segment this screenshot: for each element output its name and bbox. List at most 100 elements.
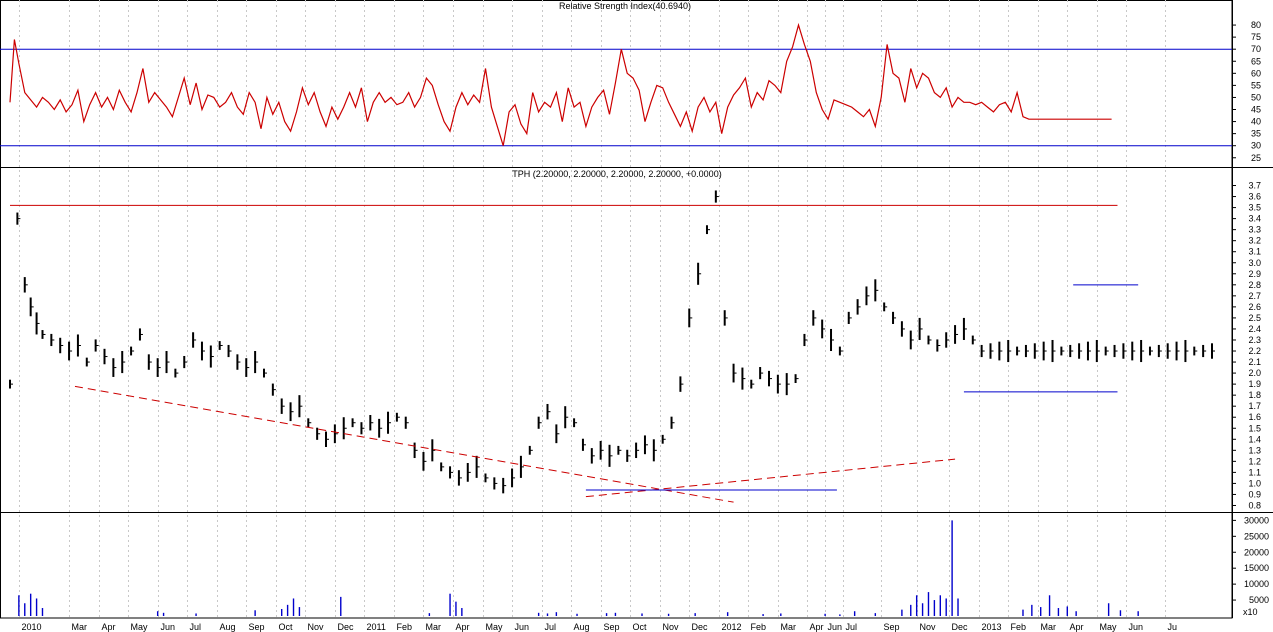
- month-tick-label: Dec: [692, 622, 709, 632]
- rsi-tick-label: 40: [1251, 117, 1261, 127]
- month-tick-label: Apr: [810, 622, 824, 632]
- month-tick-label: Feb: [751, 622, 767, 632]
- rsi-tick-label: 55: [1251, 80, 1261, 90]
- price-tick-label: 2.7: [1248, 291, 1261, 301]
- month-tick-label: 2011: [367, 622, 386, 632]
- rsi-panel: 25 30 35 40 45 50 55 60 65 70 75 80: [0, 20, 1261, 163]
- month-tick-label: Sep: [604, 622, 620, 632]
- volume-tick-label: 30000: [1244, 515, 1269, 525]
- rsi-tick-label: 30: [1251, 141, 1261, 151]
- month-tick-label: Apr: [102, 622, 116, 632]
- price-tick-label: 2.4: [1248, 324, 1261, 334]
- month-tick-label: Feb: [397, 622, 413, 632]
- price-tick-label: 2.3: [1248, 335, 1261, 345]
- time-axis: 2010 Mar Apr May Jun Jul Aug Sep Oct Nov Dec 2011 Fe…: [22, 622, 1178, 632]
- month-tick-label: Nov: [663, 622, 680, 632]
- price-tick-label: 3.0: [1248, 258, 1261, 268]
- rsi-tick-label: 50: [1251, 92, 1261, 102]
- price-tick-label: 2.8: [1248, 280, 1261, 290]
- price-tick-label: 3.3: [1248, 225, 1261, 235]
- month-tick-label: Apr: [1070, 622, 1084, 632]
- price-tick-label: 2.6: [1248, 302, 1261, 312]
- month-tick-label: Sep: [884, 622, 900, 632]
- rsi-tick-label: 25: [1251, 153, 1261, 163]
- price-tick-label: 3.4: [1248, 214, 1261, 224]
- month-tick-label: Apr: [456, 622, 470, 632]
- month-tick-label: Dec: [338, 622, 355, 632]
- month-tick-label: Mar: [426, 622, 442, 632]
- rsi-tick-label: 70: [1251, 44, 1261, 54]
- month-tick-label: Jul: [190, 622, 202, 632]
- month-tick-label: Mar: [72, 622, 88, 632]
- price-tick-label: 3.1: [1248, 247, 1261, 257]
- month-tick-label: Jun: [161, 622, 176, 632]
- month-tick-label: 2010: [22, 622, 42, 632]
- rsi-tick-label: 45: [1251, 105, 1261, 115]
- month-tick-label: Dec: [952, 622, 969, 632]
- volume-panel: 5000 10000 15000 20000 25000 30000: [18, 515, 1269, 616]
- trendline-line: [74, 385, 734, 503]
- price-panel: 0.80.91.01.11.21.31.41.51.61.71.81.92.02…: [9, 181, 1261, 510]
- rsi-tick-label: 75: [1251, 32, 1261, 42]
- price-tick-label: 2.5: [1248, 313, 1261, 323]
- price-tick-label: 1.1: [1248, 467, 1261, 477]
- trendline-line: [585, 458, 956, 498]
- price-tick-label: 1.8: [1248, 390, 1261, 400]
- price-tick-label: 1.6: [1248, 412, 1261, 422]
- month-tick-label: Jun: [515, 622, 530, 632]
- volume-tick-label: 20000: [1244, 547, 1269, 557]
- month-tick-label: 2012: [722, 622, 742, 632]
- month-tick-label: Jul: [846, 622, 858, 632]
- month-tick-label: Jun: [1129, 622, 1144, 632]
- price-tick-label: 2.9: [1248, 269, 1261, 279]
- price-tick-label: 1.7: [1248, 401, 1261, 411]
- price-tick-label: 2.0: [1248, 368, 1261, 378]
- price-tick-label: 0.8: [1248, 500, 1261, 510]
- month-tick-label: Jul: [545, 622, 557, 632]
- price-tick-label: 1.5: [1248, 423, 1261, 433]
- volume-tick-label: 5000: [1249, 595, 1269, 605]
- month-tick-label: Mar: [781, 622, 797, 632]
- month-tick-label: May: [131, 622, 149, 632]
- price-tick-label: 2.1: [1248, 357, 1261, 367]
- volume-tick-label: 15000: [1244, 563, 1269, 573]
- month-tick-label: Oct: [279, 622, 294, 632]
- price-title: TPH (2.20000, 2.20000, 2.20000, 2.20000,…: [512, 169, 721, 179]
- month-tick-label: Jun: [828, 622, 843, 632]
- month-tick-label: May: [486, 622, 504, 632]
- price-tick-label: 3.7: [1248, 181, 1261, 191]
- price-tick-label: 1.4: [1248, 434, 1261, 444]
- price-tick-label: 0.9: [1248, 489, 1261, 499]
- price-tick-label: 3.5: [1248, 203, 1261, 213]
- price-tick-label: 3.6: [1248, 192, 1261, 202]
- rsi-tick-label: 80: [1251, 20, 1261, 30]
- month-tick-label: Aug: [574, 622, 590, 632]
- month-tick-label: Mar: [1041, 622, 1057, 632]
- rsi-tick-label: 60: [1251, 68, 1261, 78]
- rsi-line: [9, 22, 1112, 146]
- price-tick-label: 1.9: [1248, 379, 1261, 389]
- month-tick-label: Ju: [1168, 622, 1178, 632]
- price-tick-label: 1.2: [1248, 456, 1261, 466]
- price-tick-label: 1.3: [1248, 445, 1261, 455]
- month-gridlines: [0, 0, 1273, 619]
- rsi-tick-label: 35: [1251, 129, 1261, 139]
- month-tick-label: Oct: [633, 622, 648, 632]
- price-tick-label: 3.2: [1248, 236, 1261, 246]
- volume-tick-label: 25000: [1244, 531, 1269, 541]
- rsi-title: Relative Strength Index(40.6940): [559, 1, 691, 11]
- month-tick-label: 2013: [982, 622, 1002, 632]
- month-tick-label: Nov: [920, 622, 937, 632]
- rsi-tick-label: 65: [1251, 56, 1261, 66]
- volume-tick-label: 10000: [1244, 579, 1269, 589]
- month-tick-label: Feb: [1011, 622, 1027, 632]
- volume-multiplier-label: x10: [1243, 607, 1258, 617]
- price-tick-label: 2.2: [1248, 346, 1261, 356]
- month-tick-label: May: [1100, 622, 1118, 632]
- month-tick-label: Nov: [308, 622, 325, 632]
- month-tick-label: Sep: [249, 622, 265, 632]
- month-tick-label: Aug: [220, 622, 236, 632]
- price-tick-label: 1.0: [1248, 478, 1261, 488]
